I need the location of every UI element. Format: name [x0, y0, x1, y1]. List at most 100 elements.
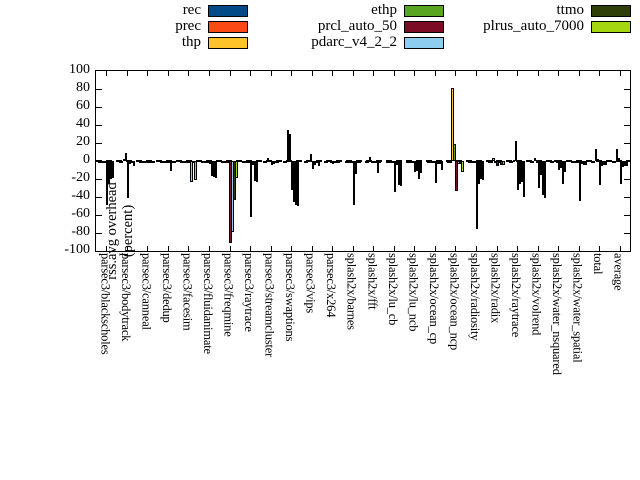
bar-pdarc_v4_2_2 [519, 161, 522, 184]
x-tick-label: splash2x/radiosity [467, 253, 482, 341]
legend-swatch-prcl_auto_50 [404, 20, 444, 33]
bar-pdarc_v4_2_2 [375, 161, 378, 163]
bar-prec [531, 161, 534, 163]
bar-rec [324, 161, 327, 163]
bar-rec [570, 161, 573, 163]
x-tick-mark [270, 246, 272, 251]
legend-column-2: ethp prcl_auto_50 pdarc_v4_2_2 [252, 3, 444, 52]
bar-prec [223, 161, 226, 163]
bar-group-parsec3/dedup [158, 71, 179, 251]
bar-group-parsec3/bodytrack [117, 71, 138, 251]
bar-pdarc_v4_2_2 [231, 161, 234, 233]
bar-rec [262, 161, 265, 163]
bar-ttmo [295, 161, 298, 206]
bar-ethp [104, 161, 107, 163]
bar-ethp [412, 161, 415, 163]
y-tick-label: -80 [71, 224, 90, 239]
bar-prcl_auto_50 [250, 161, 253, 217]
x-tick-label: parsec3/fluidanimate [200, 253, 215, 354]
bar-prec [408, 161, 411, 163]
bar-rec [447, 161, 450, 163]
bar-pdarc_v4_2_2 [313, 161, 316, 165]
x-tick-mark [229, 246, 231, 251]
bar-plrus_auto_7000 [256, 161, 259, 182]
x-tick-label: splash2x/raytrace [509, 253, 524, 338]
bar-ttmo [459, 161, 462, 164]
legend-swatch-prec [208, 20, 248, 33]
x-tick-mark [373, 71, 375, 76]
bar-pdarc_v4_2_2 [539, 161, 542, 175]
y-tick-mark [96, 215, 102, 216]
bar-ttmo [479, 161, 483, 179]
x-tick-mark [311, 246, 313, 251]
x-tick-label: splash2x/water_nsquared [550, 253, 565, 375]
bar-prcl_auto_50 [537, 161, 540, 188]
x-tick-label: parsec3/x264 [324, 253, 339, 318]
bar-thp [554, 160, 557, 162]
bar-ethp [350, 161, 353, 163]
bar-prcl_auto_50 [106, 161, 109, 206]
bar-prec [428, 161, 431, 163]
bar-prec [182, 161, 185, 163]
bar-rec [118, 161, 121, 163]
x-tick-mark [167, 246, 169, 251]
x-tick-mark [537, 246, 539, 251]
bar-rec [406, 161, 409, 163]
bar-thp [615, 149, 618, 161]
legend-column-3: ttmo plrus_auto_7000 [450, 3, 631, 36]
x-tick-mark [167, 71, 169, 76]
bar-ttmo [192, 161, 195, 163]
bar-thp [122, 159, 125, 162]
bar-group-splash2x/water_nsquared [548, 71, 569, 251]
bar-prec [285, 161, 288, 163]
bar-prec [100, 161, 103, 163]
bar-group-splash2x/ocean_ncp [445, 71, 466, 251]
bar-group-splash2x/raytrace [507, 71, 528, 251]
bar-thp [492, 158, 495, 161]
bar-rec [344, 161, 347, 163]
bar-prcl_auto_50 [208, 161, 212, 164]
bar-pdarc_v4_2_2 [395, 161, 398, 165]
bar-thp [410, 161, 413, 163]
x-tick-mark [414, 246, 416, 251]
x-tick-mark [496, 246, 498, 251]
x-tick-label: splash2x/water_spatial [570, 253, 585, 363]
y-tick-label: -40 [71, 188, 90, 203]
bar-group-parsec3/freqmine [219, 71, 240, 251]
bar-ttmo [110, 161, 113, 179]
bar-thp [595, 149, 598, 161]
bar-plrus_auto_7000 [358, 161, 361, 163]
bar-ttmo [315, 161, 318, 163]
bar-thp [307, 160, 310, 162]
bar-pdarc_v4_2_2 [149, 161, 152, 163]
bar-pdarc_v4_2_2 [560, 161, 563, 169]
legend-entry-ttmo: ttmo [450, 3, 631, 18]
bar-ethp [473, 161, 477, 163]
bar-group-parsec3/blackscholes [96, 71, 117, 251]
bar-ttmo [274, 161, 277, 163]
bar-ethp [289, 134, 292, 161]
bar-thp [143, 161, 146, 163]
bar-ethp [227, 161, 230, 163]
bar-ttmo [254, 161, 257, 181]
bar-group-parsec3/swaptions [281, 71, 302, 251]
bar-prcl_auto_50 [147, 161, 150, 163]
x-tick-label: parsec3/freqmine [221, 253, 236, 337]
bar-plrus_auto_7000 [297, 161, 300, 206]
x-tick-mark [393, 71, 395, 76]
bar-ethp [494, 161, 497, 163]
bar-prec [469, 161, 473, 163]
bar-rec [200, 161, 204, 163]
x-tick-mark [455, 246, 457, 251]
x-tick-mark [619, 71, 621, 76]
bar-plrus_auto_7000 [173, 161, 176, 163]
x-tick-label: parsec3/facesim [180, 253, 195, 331]
bar-pdarc_v4_2_2 [108, 161, 111, 185]
bar-prcl_auto_50 [393, 161, 396, 192]
y-tick-label: 80 [76, 80, 90, 95]
bar-ttmo [336, 161, 339, 163]
legend-swatch-ethp [404, 4, 444, 17]
bar-thp [348, 161, 351, 163]
bar-prec [264, 161, 267, 163]
x-tick-mark [270, 71, 272, 76]
